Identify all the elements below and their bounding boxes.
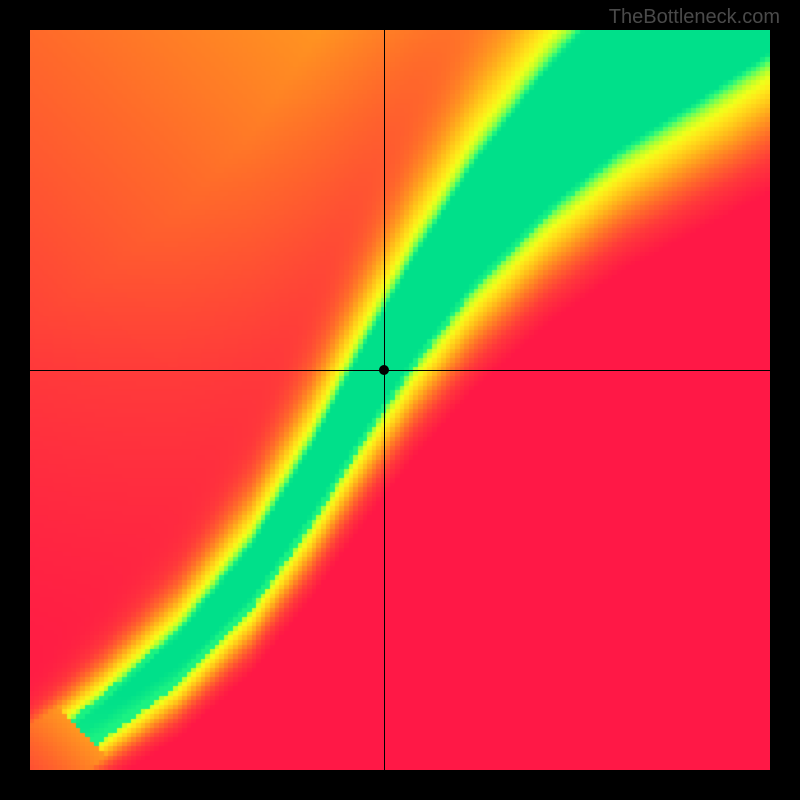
heatmap-plot <box>30 30 770 770</box>
crosshair-horizontal <box>30 370 770 371</box>
watermark-text: TheBottleneck.com <box>609 6 780 29</box>
heatmap-canvas <box>30 30 770 770</box>
crosshair-vertical <box>384 30 385 770</box>
chart-container: TheBottleneck.com <box>0 0 800 800</box>
crosshair-marker <box>379 365 389 375</box>
